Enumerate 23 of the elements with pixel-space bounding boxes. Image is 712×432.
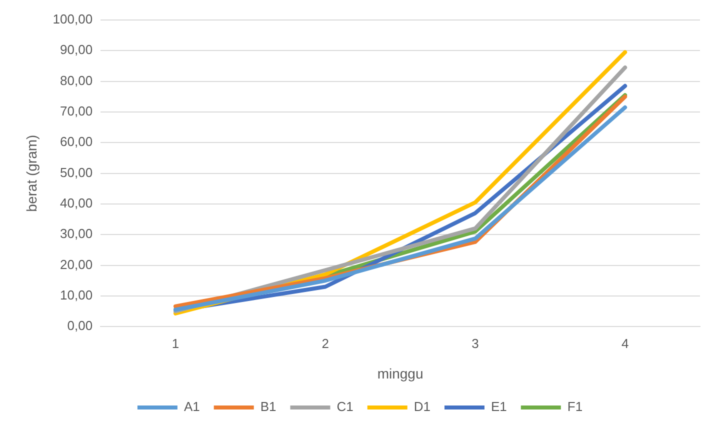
y-tick-label: 0,00	[67, 318, 93, 334]
y-tick-label: 60,00	[60, 134, 93, 150]
legend-label: B1	[260, 399, 276, 414]
y-tick-label: 90,00	[60, 42, 93, 58]
y-tick-label: 30,00	[60, 226, 93, 242]
y-tick-label: 50,00	[60, 164, 93, 180]
legend-label: D1	[414, 399, 430, 414]
x-tick-label: 3	[472, 336, 479, 351]
y-tick-label: 20,00	[60, 256, 93, 272]
x-tick-label: 1	[172, 336, 180, 351]
y-axis-title: berat (gram)	[23, 134, 40, 212]
y-tick-label: 40,00	[60, 196, 93, 211]
x-tick-label: 2	[322, 336, 329, 351]
y-tick-label: 100,00	[52, 12, 93, 27]
legend-label: A1	[184, 399, 200, 414]
y-tick-label: 80,00	[60, 72, 93, 88]
legend-label: C1	[336, 399, 354, 414]
y-tick-label: 10,00	[60, 288, 93, 303]
y-tick-label: 70,00	[60, 104, 93, 119]
legend-label: F1	[567, 399, 583, 414]
x-axis-title: minggu	[377, 365, 424, 382]
x-tick-label: 4	[621, 336, 629, 351]
legend-label: E1	[490, 399, 507, 414]
